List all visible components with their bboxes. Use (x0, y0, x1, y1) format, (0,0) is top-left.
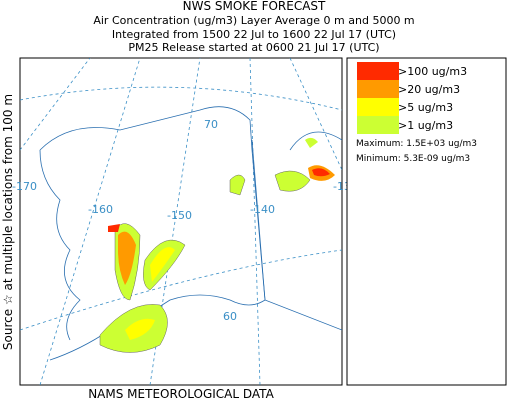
graticule (249, 58, 261, 385)
graticule-label: -160 (88, 203, 113, 216)
map-frame (19, 57, 343, 386)
graticule-label: 70 (204, 118, 218, 131)
smoke-plumes (99, 137, 335, 353)
legend-swatch (357, 62, 399, 80)
graticule-label: -140 (250, 203, 275, 216)
subtitle: Air Concentration (ug/m3) Layer Average … (93, 14, 414, 27)
legend: >100 ug/m3 >20 ug/m3 >5 ug/m3 >1 ug/m3 (357, 62, 467, 134)
legend-swatch (357, 80, 399, 98)
maximum: Maximum: 1.5E+03 ug/m3 (356, 139, 477, 149)
subtitle: PM25 Release started at 0600 21 Jul 17 (… (128, 41, 379, 54)
legend-label: >20 ug/m3 (398, 83, 460, 96)
graticule (289, 58, 342, 171)
border (251, 139, 342, 331)
graticule (20, 86, 342, 111)
source-label: Source ☆ at multiple locations from 100 … (1, 94, 15, 350)
graticule (20, 58, 91, 151)
graticule (20, 249, 342, 331)
legend-label: >100 ug/m3 (398, 65, 467, 78)
title: NWS SMOKE FORECAST (183, 0, 326, 13)
graticule-label: -150 (167, 209, 192, 222)
legend-label: >1 ug/m3 (398, 119, 453, 132)
graticule (39, 58, 141, 385)
map: -170 -160 -150 -140 -130 70 60 (12, 57, 358, 386)
coastline (289, 131, 342, 151)
legend-swatch (357, 98, 399, 116)
graticule-label: 60 (223, 310, 237, 323)
legend-swatch (357, 116, 399, 134)
subtitle: Integrated from 1500 22 Jul to 1600 22 J… (112, 28, 396, 41)
graticule-label: -170 (12, 180, 37, 193)
minimum: Minimum: 5.3E-09 ug/m3 (356, 154, 470, 164)
legend-label: >5 ug/m3 (398, 101, 453, 114)
footer: NAMS METEOROLOGICAL DATA (88, 387, 274, 401)
